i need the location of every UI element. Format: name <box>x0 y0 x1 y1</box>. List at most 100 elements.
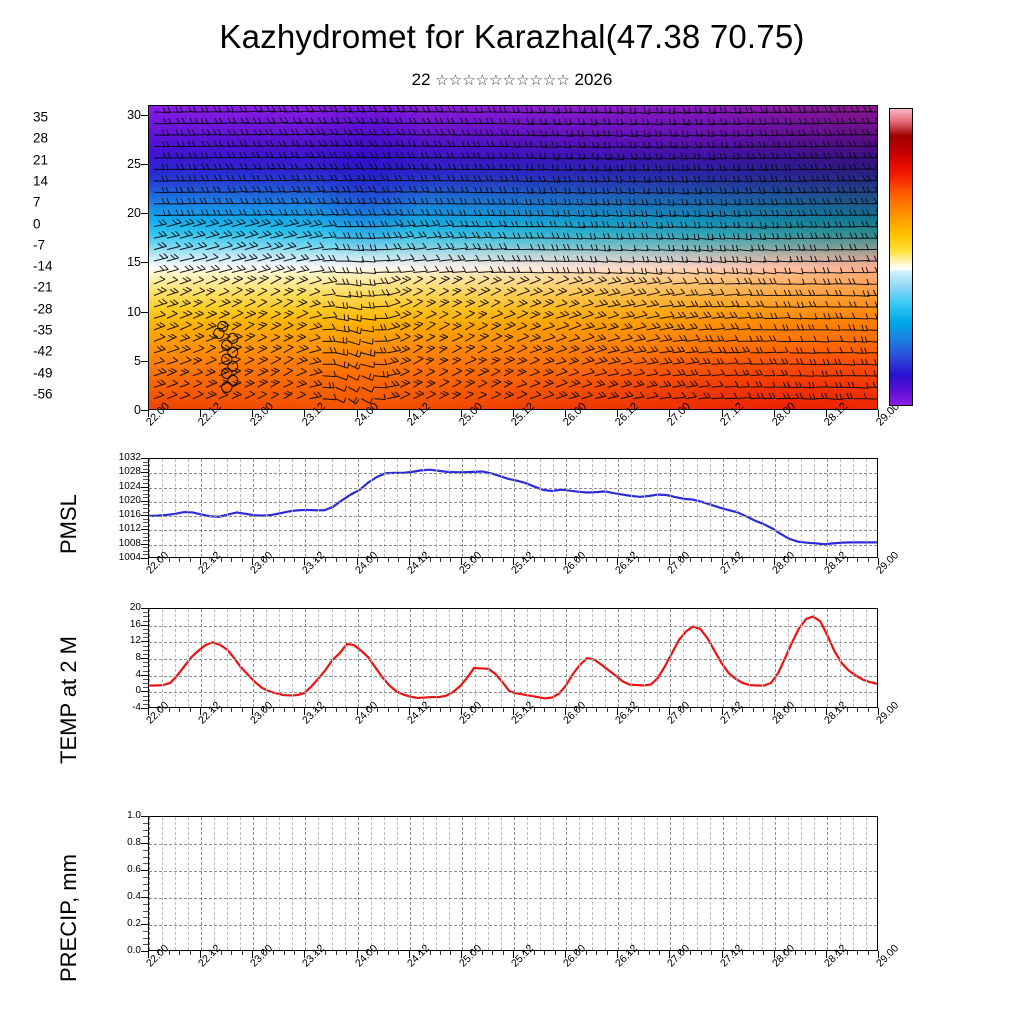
grid-line-vertical-minor <box>579 459 581 557</box>
grid-line-vertical-minor <box>852 817 854 950</box>
x-tick-minor <box>221 708 222 712</box>
grid-line-horizontal <box>149 487 877 489</box>
y-tick-mark <box>141 951 148 952</box>
x-tick-major <box>825 410 827 417</box>
x-tick-minor <box>377 708 379 712</box>
x-tick-label: 29.00 <box>874 549 902 577</box>
y-tick-minor <box>143 822 148 824</box>
grid-line-vertical-minor <box>709 609 711 707</box>
y-tick-minor <box>143 637 148 639</box>
data-series-line <box>149 616 877 698</box>
y-tick-minor <box>143 699 148 701</box>
y-tick-label: 20 <box>127 206 141 221</box>
grid-line-vertical-minor <box>592 459 594 557</box>
x-tick-minor <box>659 951 660 955</box>
y-tick-minor <box>143 883 148 885</box>
y-tick-label: 0.6 <box>127 864 141 875</box>
x-tick-major <box>356 558 358 565</box>
grid-line-vertical <box>826 609 828 707</box>
x-tick-major <box>148 951 149 958</box>
y-tick-mark <box>141 543 148 545</box>
grid-line-vertical-minor <box>852 609 854 707</box>
x-tick-minor <box>419 951 421 955</box>
x-tick-minor <box>502 708 504 712</box>
y-tick-mark <box>141 641 148 643</box>
y-tick-minor <box>143 829 148 831</box>
grid-line-vertical <box>722 609 724 707</box>
x-tick-minor <box>419 708 421 712</box>
x-tick-minor <box>367 951 368 955</box>
x-tick-minor <box>492 708 494 712</box>
x-tick-major <box>200 558 202 565</box>
grid-line-vertical-minor <box>592 609 594 707</box>
grid-line-horizontal <box>149 473 877 475</box>
grid-line-vertical-minor <box>592 817 594 950</box>
y-tick-minor <box>143 461 148 463</box>
grid-line-horizontal <box>149 692 877 694</box>
x-tick-minor <box>273 558 275 562</box>
x-tick-minor <box>377 951 379 955</box>
y-tick-minor <box>143 540 148 542</box>
x-tick-minor <box>648 951 650 955</box>
grid-line-vertical-minor <box>214 609 216 707</box>
x-tick-minor <box>836 558 838 562</box>
grid-line-vertical-minor <box>644 609 646 707</box>
grid-line-vertical-minor <box>292 609 294 707</box>
y-tick-label: 16 <box>129 618 141 630</box>
x-tick-minor <box>492 951 494 955</box>
y-tick-label: 1008 <box>118 537 141 549</box>
x-tick-minor <box>711 951 713 955</box>
x-tick-minor <box>544 708 546 712</box>
x-tick-major <box>617 558 619 565</box>
grid-line-vertical <box>670 817 672 950</box>
grid-line-vertical <box>618 817 620 950</box>
x-tick-major <box>617 708 619 715</box>
x-tick-minor <box>523 951 525 955</box>
x-tick-minor <box>784 558 786 562</box>
x-tick-minor <box>627 558 629 562</box>
y-tick-minor <box>143 836 148 838</box>
y-tick-minor <box>143 633 148 634</box>
x-tick-minor <box>377 558 379 562</box>
x-tick-minor <box>440 708 441 712</box>
x-tick-major <box>460 558 462 565</box>
x-tick-minor <box>815 708 817 712</box>
x-tick-minor <box>648 708 650 712</box>
grid-line-vertical-minor <box>448 459 450 557</box>
grid-line-vertical-minor <box>383 817 385 950</box>
x-tick-minor <box>836 708 838 712</box>
grid-line-horizontal <box>149 844 877 845</box>
x-tick-minor <box>262 558 264 562</box>
grid-line-vertical-minor <box>214 459 216 557</box>
y-tick-minor <box>143 687 148 689</box>
x-tick-major <box>825 708 827 715</box>
x-tick-minor <box>346 951 348 955</box>
x-tick-label: 29.00 <box>874 699 902 727</box>
x-tick-minor <box>815 558 817 562</box>
x-tick-major <box>878 410 879 417</box>
grid-line-vertical <box>566 817 568 950</box>
y-tick-minor <box>143 508 148 509</box>
grid-line-vertical-minor <box>435 459 437 557</box>
x-tick-minor <box>314 708 316 712</box>
y-tick-minor <box>143 670 148 672</box>
y-tick-mark <box>141 691 148 693</box>
x-tick-minor <box>294 558 295 562</box>
x-tick-major <box>721 708 723 715</box>
grid-line-vertical-minor <box>162 459 164 557</box>
y-tick-minor <box>143 903 148 905</box>
y-tick-mark <box>141 486 148 488</box>
x-tick-major <box>773 951 775 958</box>
grid-line-horizontal <box>149 625 877 627</box>
y-tick-mark <box>141 472 148 474</box>
grid-line-vertical-minor <box>787 459 789 557</box>
y-tick-mark <box>141 500 148 502</box>
x-tick-minor <box>544 558 546 562</box>
x-tick-minor <box>544 951 546 955</box>
grid-line-vertical-minor <box>657 459 659 557</box>
grid-line-vertical <box>305 459 307 557</box>
grid-line-vertical-minor <box>787 609 789 707</box>
x-tick-minor <box>554 558 556 562</box>
x-tick-major <box>878 708 879 715</box>
x-tick-minor <box>606 708 608 712</box>
